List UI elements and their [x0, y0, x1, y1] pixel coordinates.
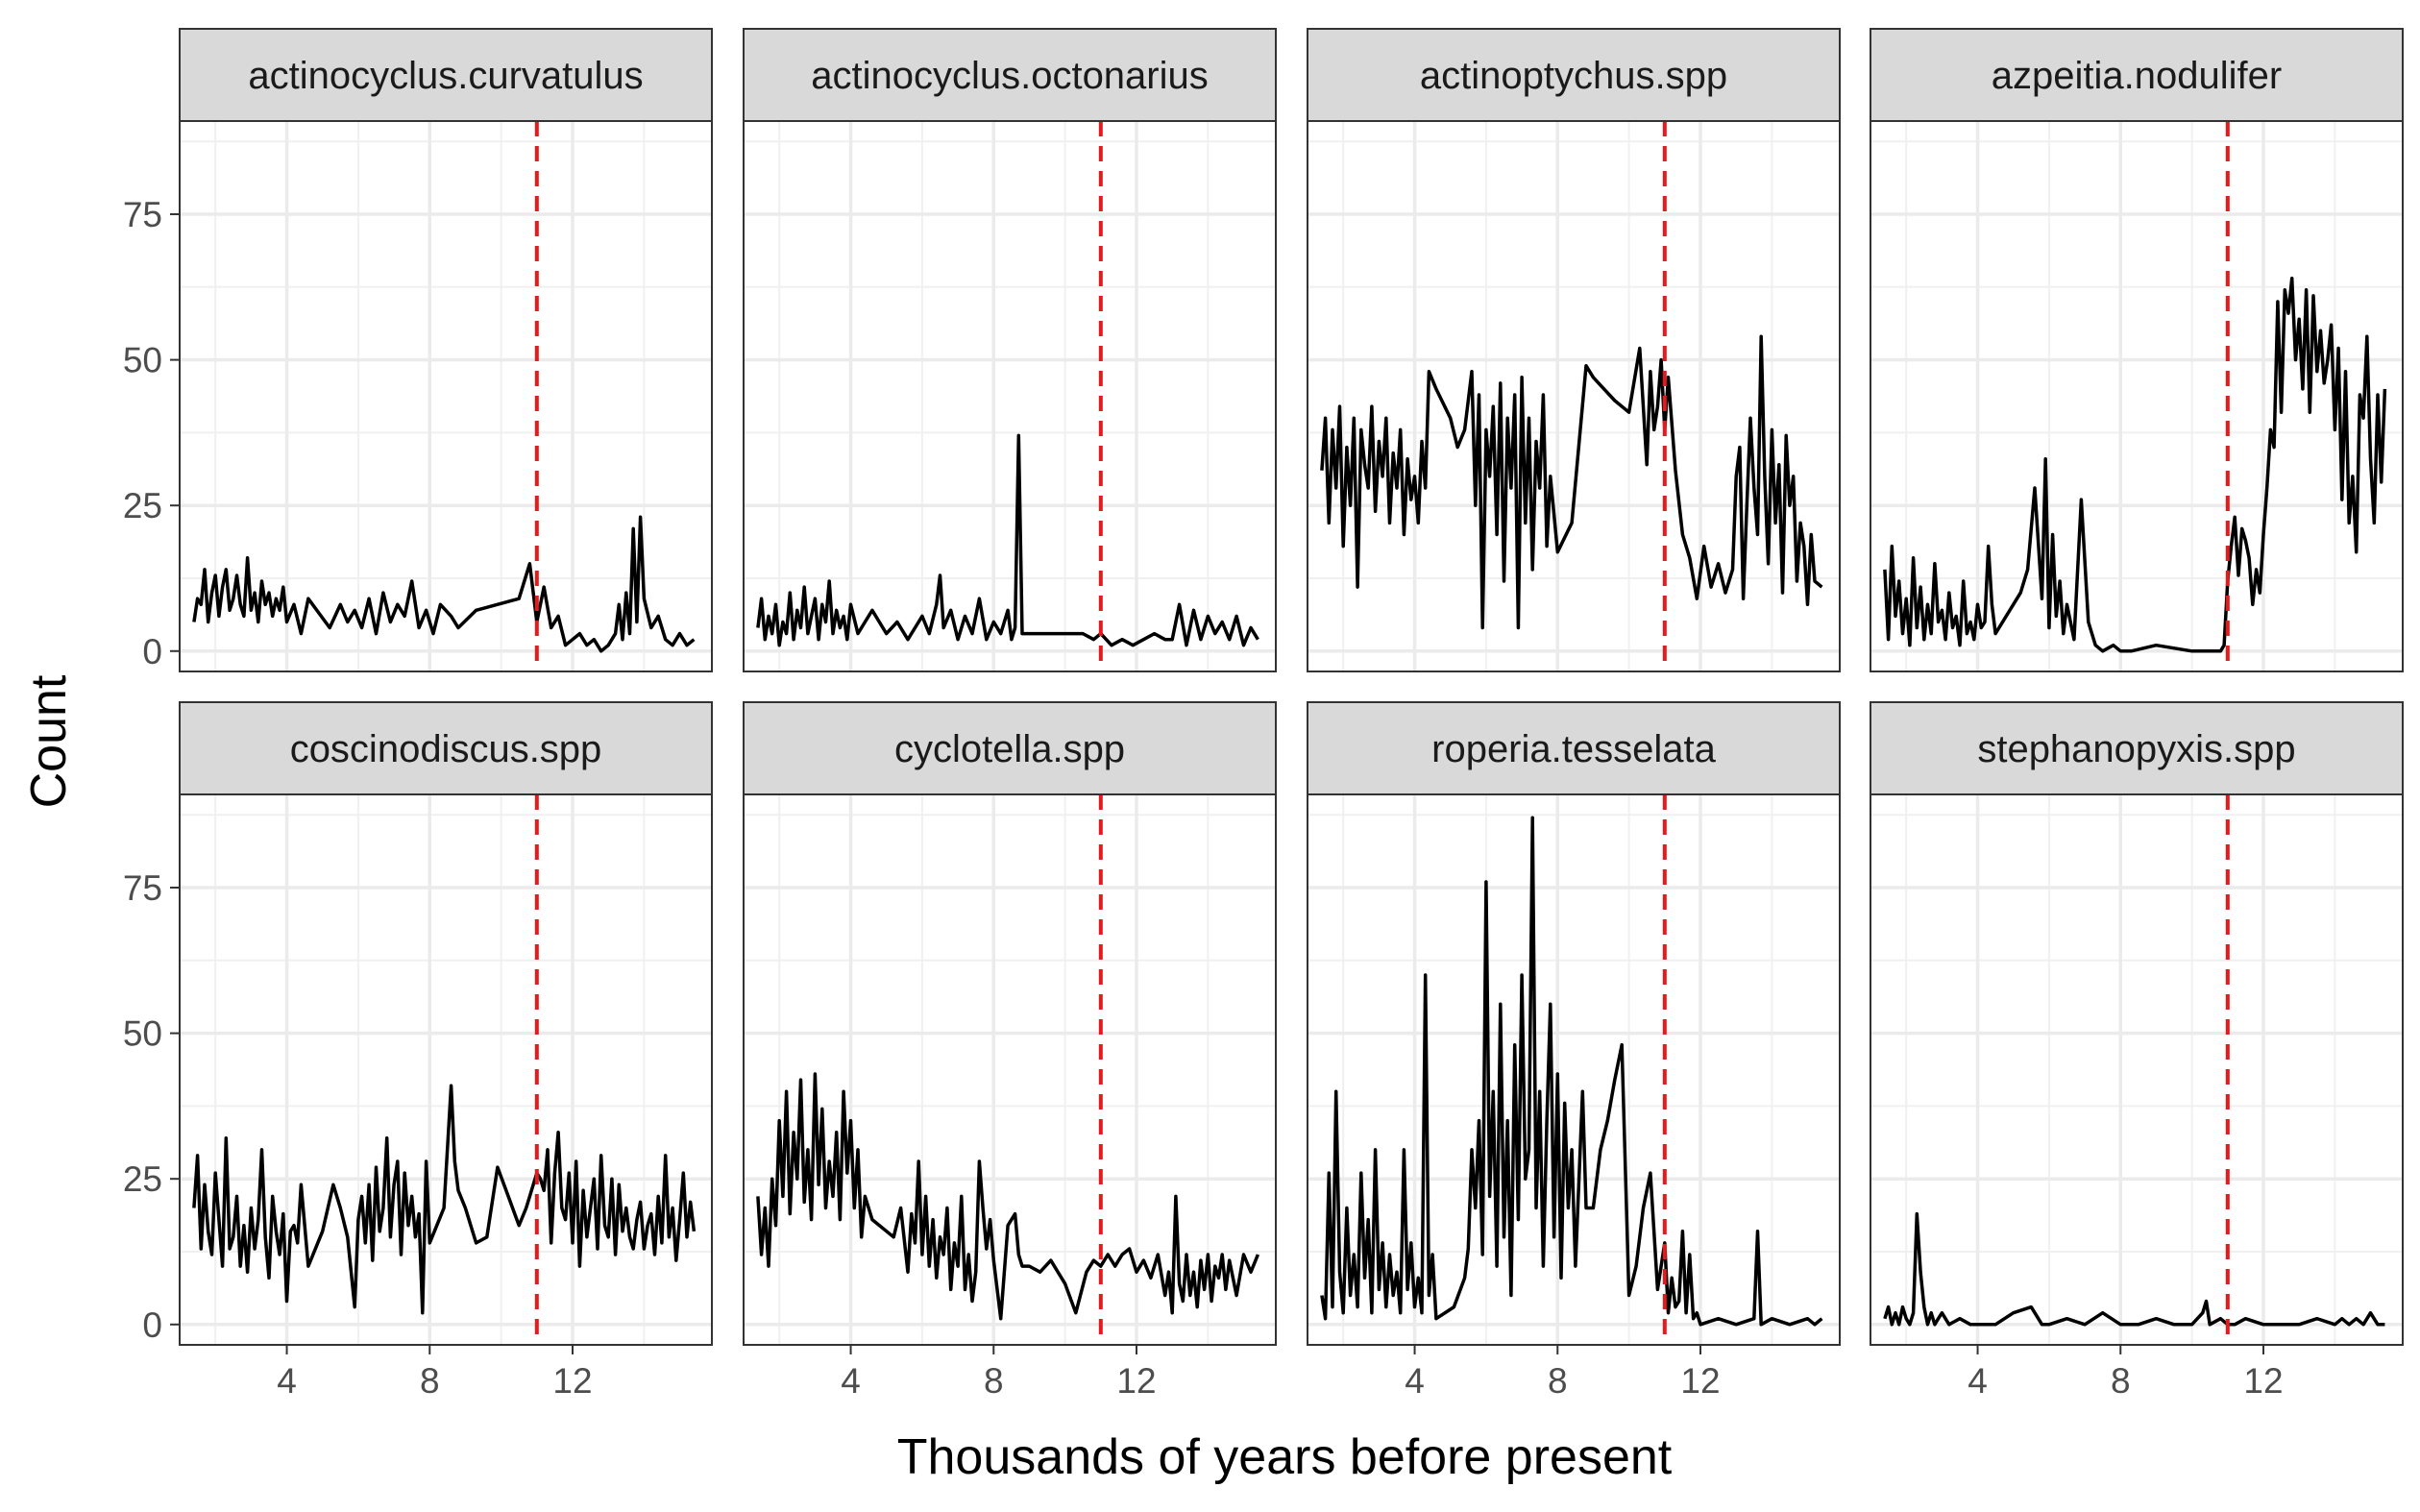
panel-border [179, 120, 713, 672]
y-tick-label: 0 [142, 632, 162, 671]
panel-background [180, 794, 712, 1345]
x-tick-label: 8 [984, 1361, 1004, 1401]
panel-border [1307, 793, 1841, 1346]
facet-strip [1307, 701, 1841, 795]
y-tick-label: 75 [123, 868, 162, 908]
x-tick-label: 4 [1405, 1361, 1425, 1401]
facet-strip-label: cyclotella.spp [894, 728, 1125, 770]
y-tick-label: 0 [142, 1305, 162, 1345]
x-tick-label: 12 [552, 1361, 592, 1401]
panel-border [1870, 120, 2404, 672]
panel-background [1870, 121, 2403, 671]
series-line [756, 1072, 1260, 1321]
facet-strip [179, 28, 713, 122]
facet-strip-label: actinocyclus.curvatulus [248, 55, 643, 97]
facet-panel: roperia.tesselata 4 8 12 [1307, 701, 1841, 1401]
facet-panel: actinocyclus.curvatulus 0 25 50 75 [123, 28, 713, 672]
panel-background [1870, 794, 2403, 1345]
series-line [1883, 1211, 2385, 1327]
facet-strip [1870, 28, 2404, 122]
facet-strip [743, 701, 1277, 795]
facet-strip-label: actinocyclus.octonarius [811, 55, 1209, 97]
facet-strip-label: coscinodiscus.spp [290, 728, 602, 770]
facet-strip-label: stephanopyxis.spp [1977, 728, 2295, 770]
panel-border [1307, 120, 1841, 672]
series-line [1320, 816, 1823, 1327]
y-tick-label: 50 [123, 341, 162, 380]
panel-border [1870, 793, 2404, 1346]
panel-background [744, 121, 1276, 671]
panel-border [179, 793, 713, 1346]
panel-background [744, 794, 1276, 1345]
x-tick-label: 8 [2111, 1361, 2131, 1401]
facet-strip [1870, 701, 2404, 795]
series-line [1883, 276, 2387, 653]
y-tick-label: 50 [123, 1014, 162, 1054]
facet-panel: actinoptychus.spp [1307, 28, 1841, 672]
x-tick-label: 12 [2243, 1361, 2283, 1401]
facet-strip [179, 701, 713, 795]
series-line [1320, 334, 1823, 630]
x-axis-title: Thousands of years before present [897, 1429, 1673, 1485]
y-tick-label: 75 [123, 195, 162, 234]
series-line [756, 433, 1259, 647]
x-tick-label: 4 [841, 1361, 861, 1401]
panel-border [743, 793, 1277, 1346]
series-line [192, 515, 696, 653]
facet-panels: actinocyclus.curvatulus0255075actinocycl… [123, 28, 2404, 1401]
x-tick-label: 8 [1548, 1361, 1568, 1401]
facet-strip-label: actinoptychus.spp [1420, 55, 1727, 97]
facet-panel: coscinodiscus.spp 0 25 50 75 4 8 12 [123, 701, 713, 1401]
x-tick-label: 4 [277, 1361, 297, 1401]
series-line [192, 1084, 697, 1315]
facet-panel: azpeitia.nodulifer [1870, 28, 2404, 672]
y-axis-title: Count [21, 674, 77, 808]
x-tick-label: 12 [1116, 1361, 1156, 1401]
panel-border [743, 120, 1277, 672]
x-tick-label: 4 [1968, 1361, 1988, 1401]
facet-panel: actinocyclus.octonarius [743, 28, 1277, 672]
facet-strip [1307, 28, 1841, 122]
x-tick-label: 12 [1680, 1361, 1720, 1401]
y-tick-label: 25 [123, 1159, 162, 1199]
x-tick-label: 8 [420, 1361, 440, 1401]
facet-panel: stephanopyxis.spp 4 8 12 [1870, 701, 2404, 1401]
facet-strip-label: roperia.tesselata [1431, 728, 1716, 770]
facet-panel: cyclotella.spp 4 8 12 [743, 701, 1277, 1401]
facet-strip-label: azpeitia.nodulifer [1992, 55, 2282, 97]
y-tick-label: 25 [123, 486, 162, 525]
